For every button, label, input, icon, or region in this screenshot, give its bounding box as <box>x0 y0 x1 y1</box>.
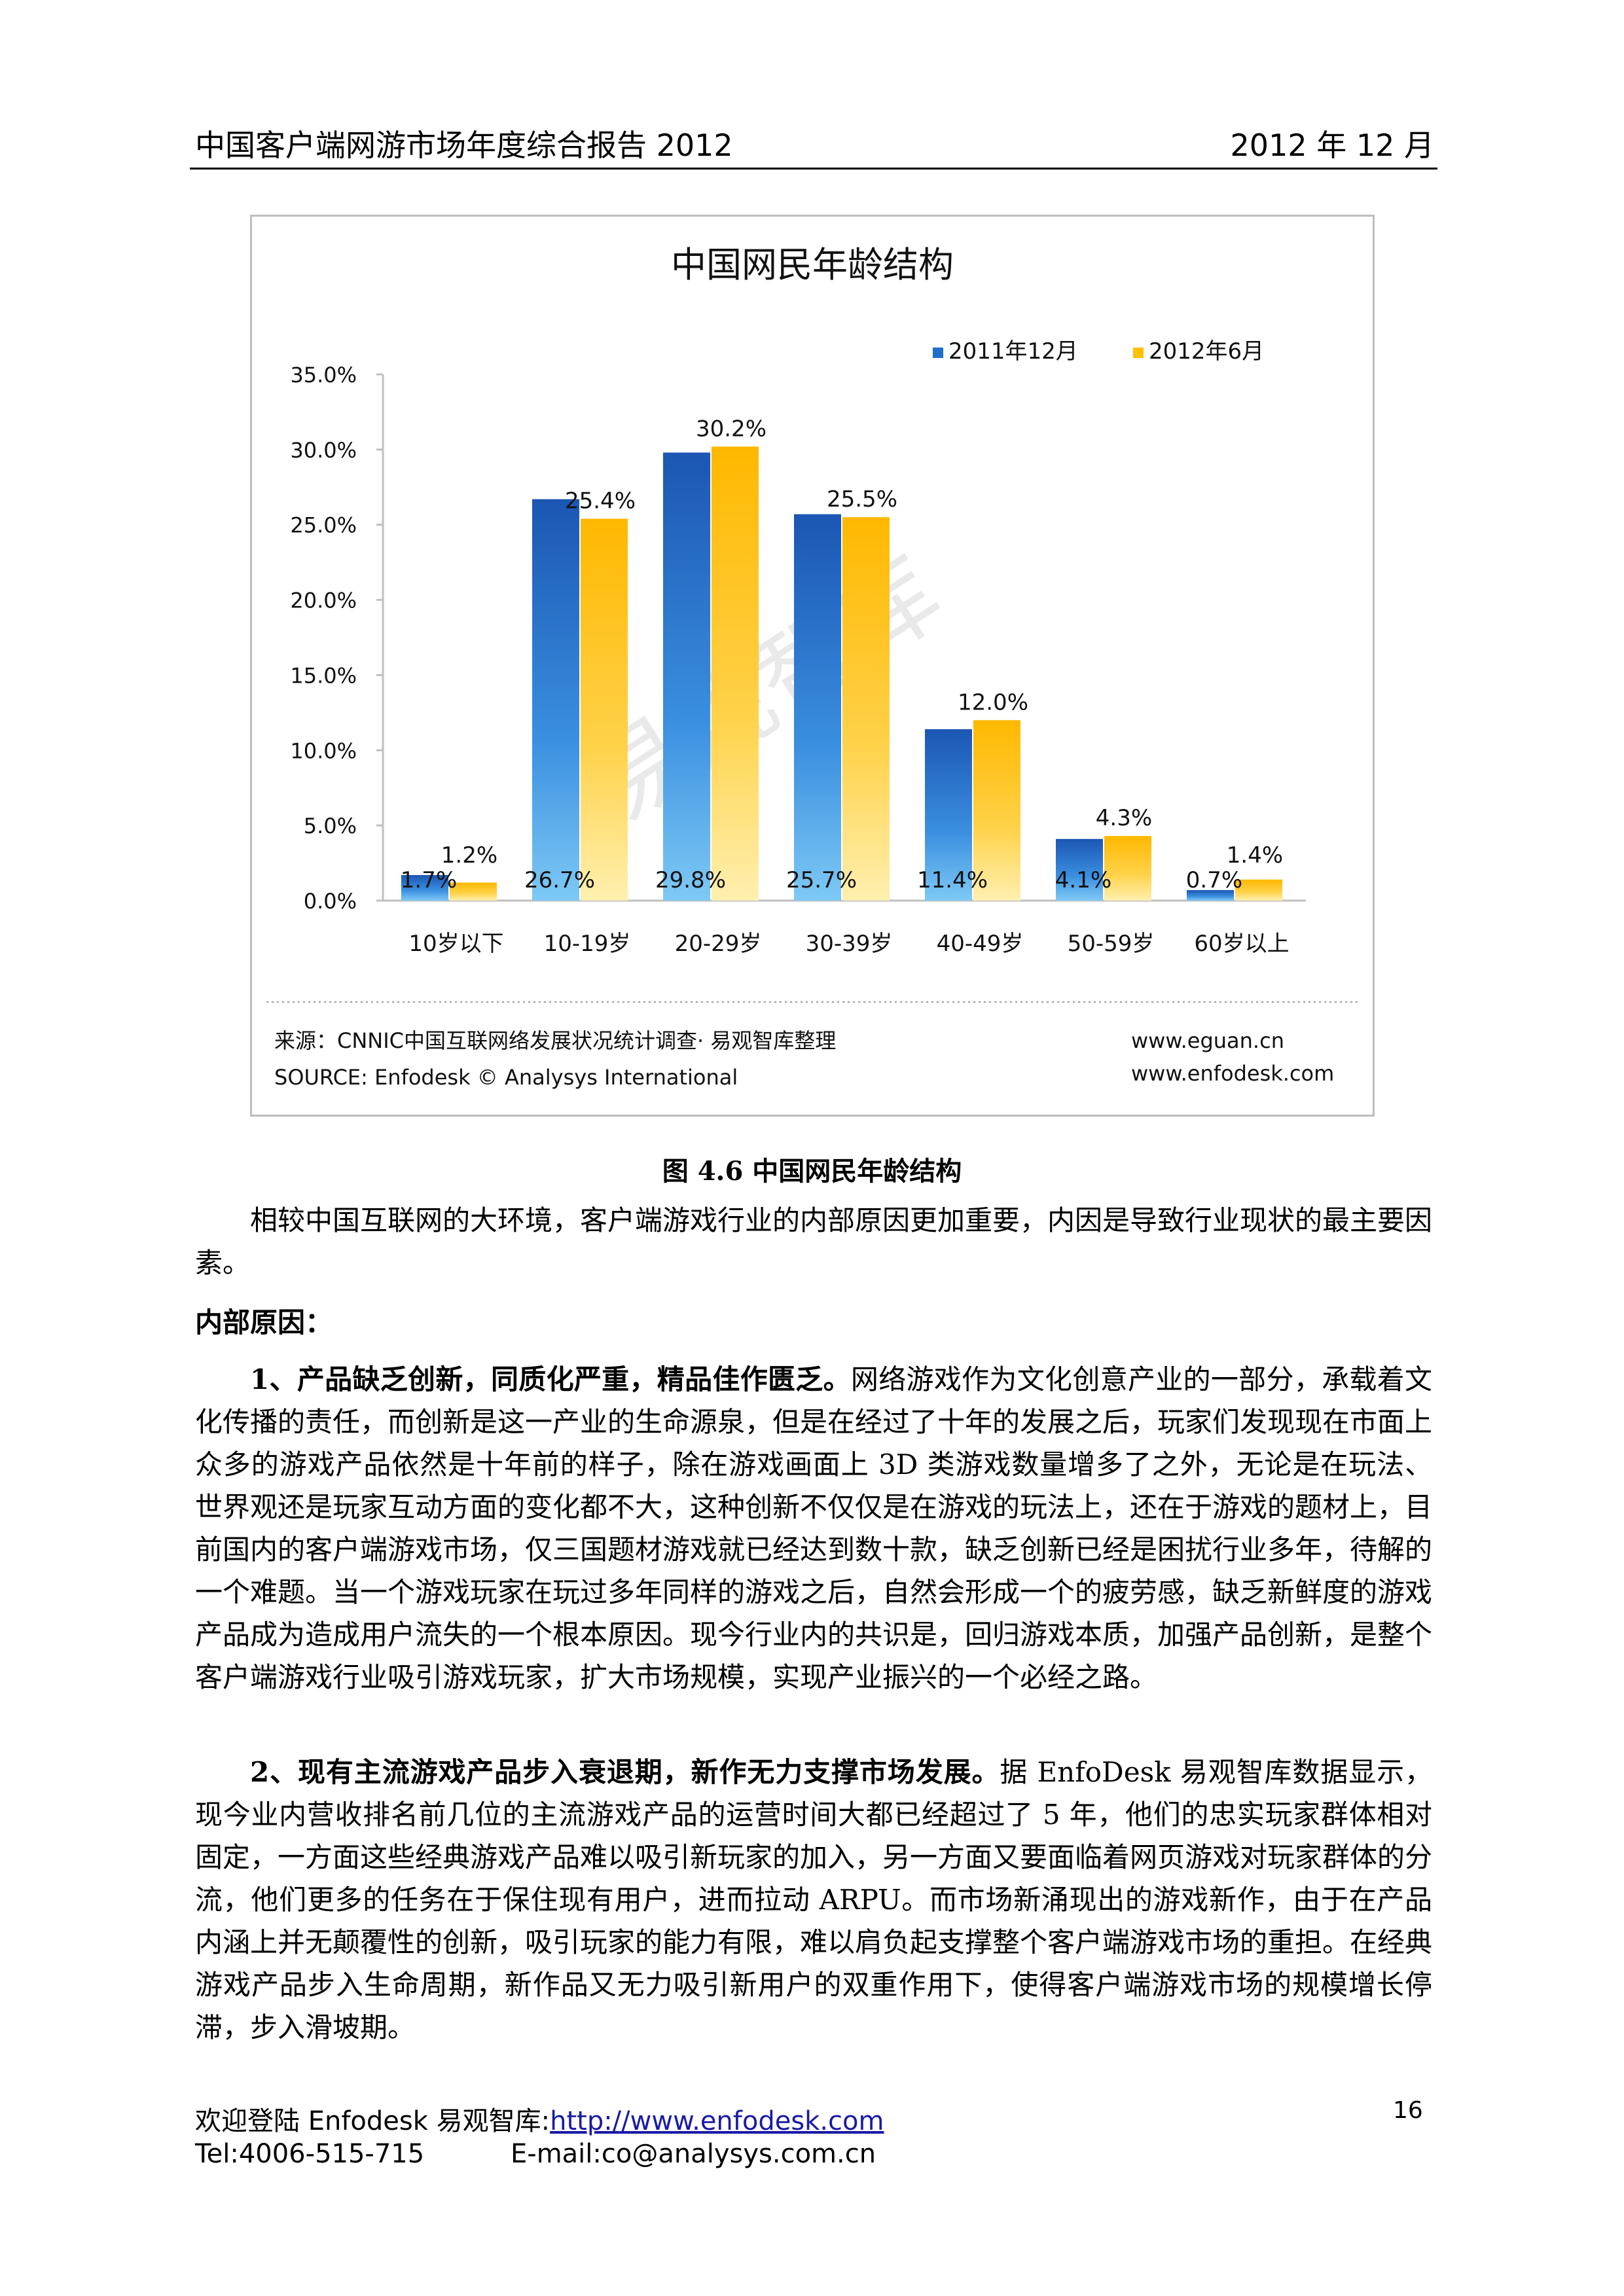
paragraph-point-1: 1、产品缺乏创新，同质化严重，精品佳作匮乏。网络游戏作为文化创意产业的一部分，承… <box>195 1358 1432 1698</box>
bar-2011-12 <box>794 514 841 901</box>
bar-2011-12 <box>1187 889 1234 901</box>
y-tick-label: 5.0% <box>304 814 357 838</box>
header-divider <box>190 168 1437 170</box>
data-label-2012-06: 25.4% <box>565 488 636 514</box>
paragraph-intro: 相较中国互联网的大环境，客户端游戏行业的内部原因更加重要，内因是导致行业现状的最… <box>195 1199 1432 1284</box>
x-tick-label: 40-49岁 <box>937 931 1024 957</box>
data-label-2012-06: 1.4% <box>1227 842 1283 869</box>
point-2-text: 据 EnfoDesk 易观智库数据显示，现今业内营收排名前几位的主流游戏产品的运… <box>195 1756 1433 2043</box>
y-tick-label: 25.0% <box>290 513 357 538</box>
section-heading: 内部原因： <box>195 1306 333 1338</box>
data-label-2011-12: 1.7% <box>401 867 457 893</box>
page-number: 16 <box>1393 2097 1423 2124</box>
bar-2012-06 <box>450 882 497 901</box>
data-label-2012-06: 25.5% <box>827 486 897 512</box>
bar-2011-12 <box>401 874 448 901</box>
site-enfodesk: www.enfodesk.com <box>1131 1061 1334 1086</box>
footer-welcome-text: 欢迎登陆 Enfodesk 易观智库: <box>195 2106 550 2136</box>
data-label-2011-12: 25.7% <box>786 867 857 893</box>
data-label-2012-06: 1.2% <box>441 842 497 869</box>
figure-caption: 图 4.6 中国网民年龄结构 <box>662 1156 962 1187</box>
bar-2012-06 <box>1235 879 1282 901</box>
bar-2012-06 <box>712 446 759 901</box>
bar-2012-06 <box>1104 836 1151 901</box>
legend-label: 2011年12月 <box>948 338 1078 365</box>
bar-2011-12 <box>1056 838 1103 901</box>
x-tick-label: 60岁以上 <box>1194 931 1289 957</box>
data-label-2012-06: 30.2% <box>696 416 767 442</box>
data-label-2011-12: 29.8% <box>655 867 726 893</box>
age-structure-chart: 易观智库 中国网民年龄结构 2011年12月 2012年6月 0.0% 5.0% 10.0%… <box>266 244 1360 1090</box>
legend-label: 2012年6月 <box>1149 338 1264 365</box>
legend-swatch <box>1133 348 1144 358</box>
report-date: 2012 年 12 月 <box>1230 128 1434 163</box>
report-title: 中国客户端网游市场年度综合报告 2012 <box>195 128 733 163</box>
site-eguan: www.eguan.cn <box>1131 1028 1284 1053</box>
x-tick-label: 20-29岁 <box>675 931 762 957</box>
watermark-text: 易观智库 <box>569 535 961 845</box>
y-tick-label: 20.0% <box>290 588 357 613</box>
x-tick-label: 30-39岁 <box>806 931 893 957</box>
point-1-text: 网络游戏作为文化创意产业的一部分，承载着文化传播的责任，而创新是这一产业的生命源… <box>195 1363 1433 1693</box>
chart-figure: 易观智库 中国网民年龄结构 2011年12月 2012年6月 0.0% 5.0% 10.0%… <box>250 215 1375 1117</box>
point-2-title: 2、现有主流游戏产品步入衰退期，新作无力支撑市场发展。 <box>250 1756 1000 1788</box>
source-en-text: SOURCE: Enfodesk © Analysys Internationa… <box>274 1065 738 1090</box>
footer-welcome: 欢迎登陆 Enfodesk 易观智库:http://www.enfodesk.c… <box>195 2100 884 2138</box>
bar-2012-06 <box>842 517 890 901</box>
bar-2012-06 <box>973 720 1020 901</box>
bar-2011-12 <box>532 499 579 901</box>
data-label-2011-12: 26.7% <box>524 867 595 893</box>
footer-website-link[interactable]: http://www.enfodesk.com <box>550 2106 884 2136</box>
bar-2012-06 <box>581 518 628 901</box>
data-label-2011-12: 4.1% <box>1055 867 1111 893</box>
x-tick-label: 10岁以下 <box>408 931 503 957</box>
data-label-2011-12: 11.4% <box>917 867 988 893</box>
chart-title: 中国网民年龄结构 <box>671 244 954 285</box>
data-label-2012-06: 4.3% <box>1096 805 1152 831</box>
paragraph-point-2: 2、现有主流游戏产品步入衰退期，新作无力支撑市场发展。据 EnfoDesk 易观… <box>195 1751 1432 2049</box>
bar-2011-12 <box>925 729 972 901</box>
x-tick-label: 10-19岁 <box>544 931 631 957</box>
footer-tel: Tel:4006-515-715 <box>195 2139 425 2169</box>
footer-email: E-mail:co@analysys.com.cn <box>511 2139 876 2169</box>
point-1-title: 1、产品缺乏创新，同质化严重，精品佳作匮乏。 <box>250 1363 851 1395</box>
y-tick-label: 10.0% <box>290 738 357 763</box>
data-label-2011-12: 0.7% <box>1186 867 1242 893</box>
y-tick-label: 15.0% <box>290 663 357 688</box>
y-tick-label: 0.0% <box>304 889 357 914</box>
y-tick-label: 30.0% <box>290 438 357 463</box>
bar-2011-12 <box>663 452 710 901</box>
legend-swatch <box>933 348 943 358</box>
paragraph-intro-text: 相较中国互联网的大环境，客户端游戏行业的内部原因更加重要，内因是导致行业现状的最… <box>195 1204 1433 1279</box>
source-text: 来源：CNNIC中国互联网络发展状况统计调查· 易观智库整理 <box>274 1028 836 1053</box>
y-tick-label: 35.0% <box>290 363 357 387</box>
x-tick-label: 50-59岁 <box>1068 931 1155 957</box>
data-label-2012-06: 12.0% <box>958 689 1028 715</box>
